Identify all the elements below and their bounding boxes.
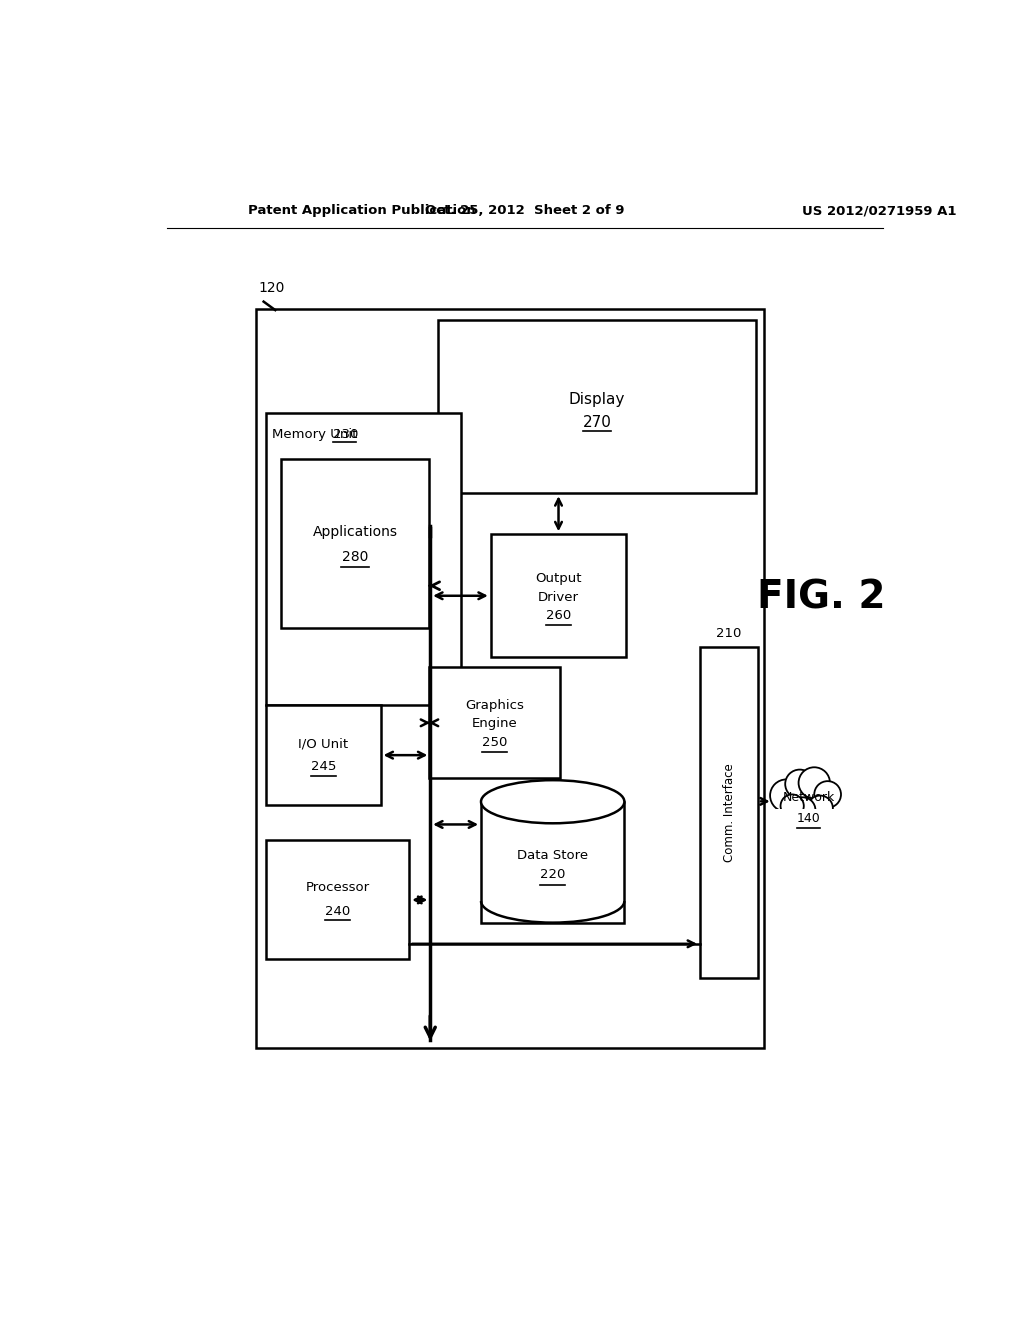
Bar xyxy=(282,459,429,628)
Bar xyxy=(266,412,461,705)
Bar xyxy=(490,535,627,657)
Text: I/O Unit: I/O Unit xyxy=(298,737,348,750)
Bar xyxy=(256,309,764,1048)
Text: Network: Network xyxy=(782,791,835,804)
Text: Driver: Driver xyxy=(538,591,579,603)
Text: Memory Unit: Memory Unit xyxy=(272,428,361,441)
Circle shape xyxy=(770,779,803,812)
Text: FIG. 2: FIG. 2 xyxy=(758,578,886,616)
Text: 245: 245 xyxy=(310,760,336,774)
Text: 270: 270 xyxy=(583,414,611,429)
Text: Output: Output xyxy=(536,573,582,585)
Text: 230: 230 xyxy=(334,428,358,441)
Bar xyxy=(266,840,410,960)
Circle shape xyxy=(790,797,815,822)
Text: 120: 120 xyxy=(258,281,285,296)
Circle shape xyxy=(799,767,830,799)
Text: 140: 140 xyxy=(797,812,820,825)
Text: 280: 280 xyxy=(342,550,369,564)
Text: Patent Application Publication: Patent Application Publication xyxy=(248,205,476,218)
Circle shape xyxy=(814,781,841,808)
Text: Oct. 25, 2012  Sheet 2 of 9: Oct. 25, 2012 Sheet 2 of 9 xyxy=(425,205,625,218)
Circle shape xyxy=(785,770,814,799)
Text: Applications: Applications xyxy=(312,525,397,539)
Text: 260: 260 xyxy=(546,610,571,622)
Bar xyxy=(776,809,841,825)
Text: Engine: Engine xyxy=(472,718,517,730)
Bar xyxy=(700,647,758,978)
Text: 210: 210 xyxy=(717,627,741,640)
Bar xyxy=(266,705,381,805)
Text: Display: Display xyxy=(568,392,625,407)
Bar xyxy=(481,801,625,923)
Bar xyxy=(429,667,560,779)
Bar xyxy=(481,781,624,801)
Bar xyxy=(438,321,756,494)
Text: Processor: Processor xyxy=(305,882,370,895)
Text: 240: 240 xyxy=(325,904,350,917)
Text: Data Store: Data Store xyxy=(517,849,588,862)
Text: US 2012/0271959 A1: US 2012/0271959 A1 xyxy=(802,205,956,218)
Circle shape xyxy=(780,795,804,817)
Text: 220: 220 xyxy=(540,869,565,880)
Text: Graphics: Graphics xyxy=(465,700,524,711)
Ellipse shape xyxy=(481,780,625,824)
Text: Comm. Interface: Comm. Interface xyxy=(723,763,735,862)
Circle shape xyxy=(807,796,833,821)
Text: 250: 250 xyxy=(482,737,507,748)
